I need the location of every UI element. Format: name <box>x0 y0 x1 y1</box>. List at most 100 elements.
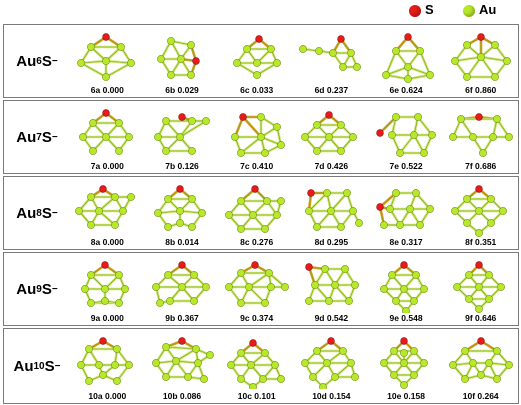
sulfur-atom <box>178 113 186 121</box>
gold-atom <box>486 219 495 227</box>
gold-atom <box>416 47 424 55</box>
gold-atom <box>400 359 408 367</box>
gold-atom <box>87 43 96 51</box>
cluster-structure <box>448 113 513 157</box>
isomer-caption: 10c 0.101 <box>237 391 276 401</box>
gold-atom <box>164 271 172 279</box>
gold-atom <box>262 197 271 205</box>
isomer-caption: 9f 0.646 <box>465 313 497 323</box>
gold-atom <box>258 375 267 383</box>
isomer-caption: 6c 0.033 <box>240 85 274 95</box>
gold-atom <box>392 47 400 55</box>
isomer-cell: 10b 0.086 <box>145 329 220 403</box>
gold-atom <box>260 225 269 233</box>
isomer-cell: 6b 0.029 <box>145 25 220 97</box>
gold-atom <box>276 141 285 149</box>
gold-atom <box>410 371 418 379</box>
gold-atom <box>323 189 332 197</box>
gold-atom <box>410 131 418 139</box>
sulfur-atom <box>400 337 408 345</box>
gold-atom <box>188 195 196 203</box>
gold-atom <box>87 193 96 201</box>
gold-atom <box>157 55 165 63</box>
formula-subscript: 9 <box>36 283 42 295</box>
panel-au8s: Au 8 S − 8a 0.000 8b 0.014 8c 0.276 8d 0.295 8e … <box>3 176 519 250</box>
gold-atom <box>462 73 471 81</box>
sulfur-atom <box>474 113 483 121</box>
gold-atom <box>484 295 493 303</box>
isomer-caption: 9e 0.548 <box>389 313 423 323</box>
gold-atom <box>390 347 398 355</box>
gold-atom <box>188 223 196 231</box>
sulfur-atom <box>307 189 316 197</box>
bond-edge <box>407 66 431 76</box>
sulfur-atom <box>250 261 259 269</box>
gold-atom <box>176 207 184 215</box>
gold-atom <box>272 123 281 131</box>
gold-atom <box>85 345 94 353</box>
formula-subscript: 8 <box>36 207 42 219</box>
formula-charge: − <box>51 283 58 295</box>
gold-atom <box>299 45 308 53</box>
isomer-cell: 6e 0.624 <box>369 25 444 97</box>
cluster-structure <box>154 113 210 155</box>
isomer-cell: 8f 0.351 <box>443 177 518 249</box>
gold-atom <box>256 133 265 141</box>
gold-atom <box>492 347 501 355</box>
isomer-cell: 7a 0.000 <box>70 101 145 173</box>
bond-edge <box>240 136 261 154</box>
gold-atom <box>111 361 120 369</box>
gold-atom <box>194 359 202 367</box>
sulfur-atom <box>178 337 186 345</box>
isomer-caption: 7a 0.000 <box>90 161 124 171</box>
gold-atom <box>504 133 513 141</box>
isomer-cell: 9a 0.000 <box>70 253 145 325</box>
cluster-structure <box>77 337 134 385</box>
gold-atom <box>412 189 420 197</box>
isomer-cell: 9c 0.374 <box>219 253 294 325</box>
gold-atom <box>95 207 104 215</box>
gold-atom <box>414 113 422 121</box>
isomer-cell: 8c 0.276 <box>219 177 294 249</box>
cluster-structure <box>376 189 434 229</box>
bond-edge <box>454 56 481 62</box>
gold-atom <box>154 209 162 217</box>
gold-atom <box>337 223 346 231</box>
gold-atom <box>264 269 273 277</box>
gold-atom <box>178 283 186 291</box>
gold-atom <box>236 225 245 233</box>
gold-atom <box>101 297 110 305</box>
gold-atom <box>260 349 269 357</box>
gold-atom <box>236 375 245 383</box>
panel-au7s: Au 7 S − 7a 0.000 7b 0.126 7c 0.410 7d 0.426 7e … <box>3 100 519 174</box>
gold-atom <box>101 285 110 293</box>
gold-atom <box>323 359 332 367</box>
cluster-structure <box>380 337 428 389</box>
gold-atom <box>184 373 192 381</box>
gold-atom <box>448 133 457 141</box>
gold-atom <box>325 297 334 305</box>
gold-atom <box>232 59 241 67</box>
gold-atom <box>270 361 279 369</box>
isomer-cell: 6f 0.860 <box>443 25 518 97</box>
gold-atom <box>113 377 122 385</box>
gold-atom <box>79 133 88 141</box>
gold-atom <box>462 195 471 203</box>
gold-atom <box>468 359 477 367</box>
gold-atom <box>420 359 428 367</box>
gold-atom <box>119 207 128 215</box>
sulfur-atom <box>474 185 483 193</box>
gold-atom <box>176 133 184 141</box>
gold-atom <box>276 197 285 205</box>
gold-atom <box>502 57 511 65</box>
gold-atom <box>127 193 136 201</box>
sulfur-atom <box>404 33 412 41</box>
gold-atom <box>321 265 330 273</box>
isomer-cell: 8e 0.317 <box>369 177 444 249</box>
gold-atom <box>87 299 96 307</box>
sulfur-atom <box>476 337 485 345</box>
gold-atom <box>349 207 358 215</box>
gold-atom <box>115 119 124 127</box>
gold-atom <box>388 131 396 139</box>
gold-atom <box>162 147 170 155</box>
